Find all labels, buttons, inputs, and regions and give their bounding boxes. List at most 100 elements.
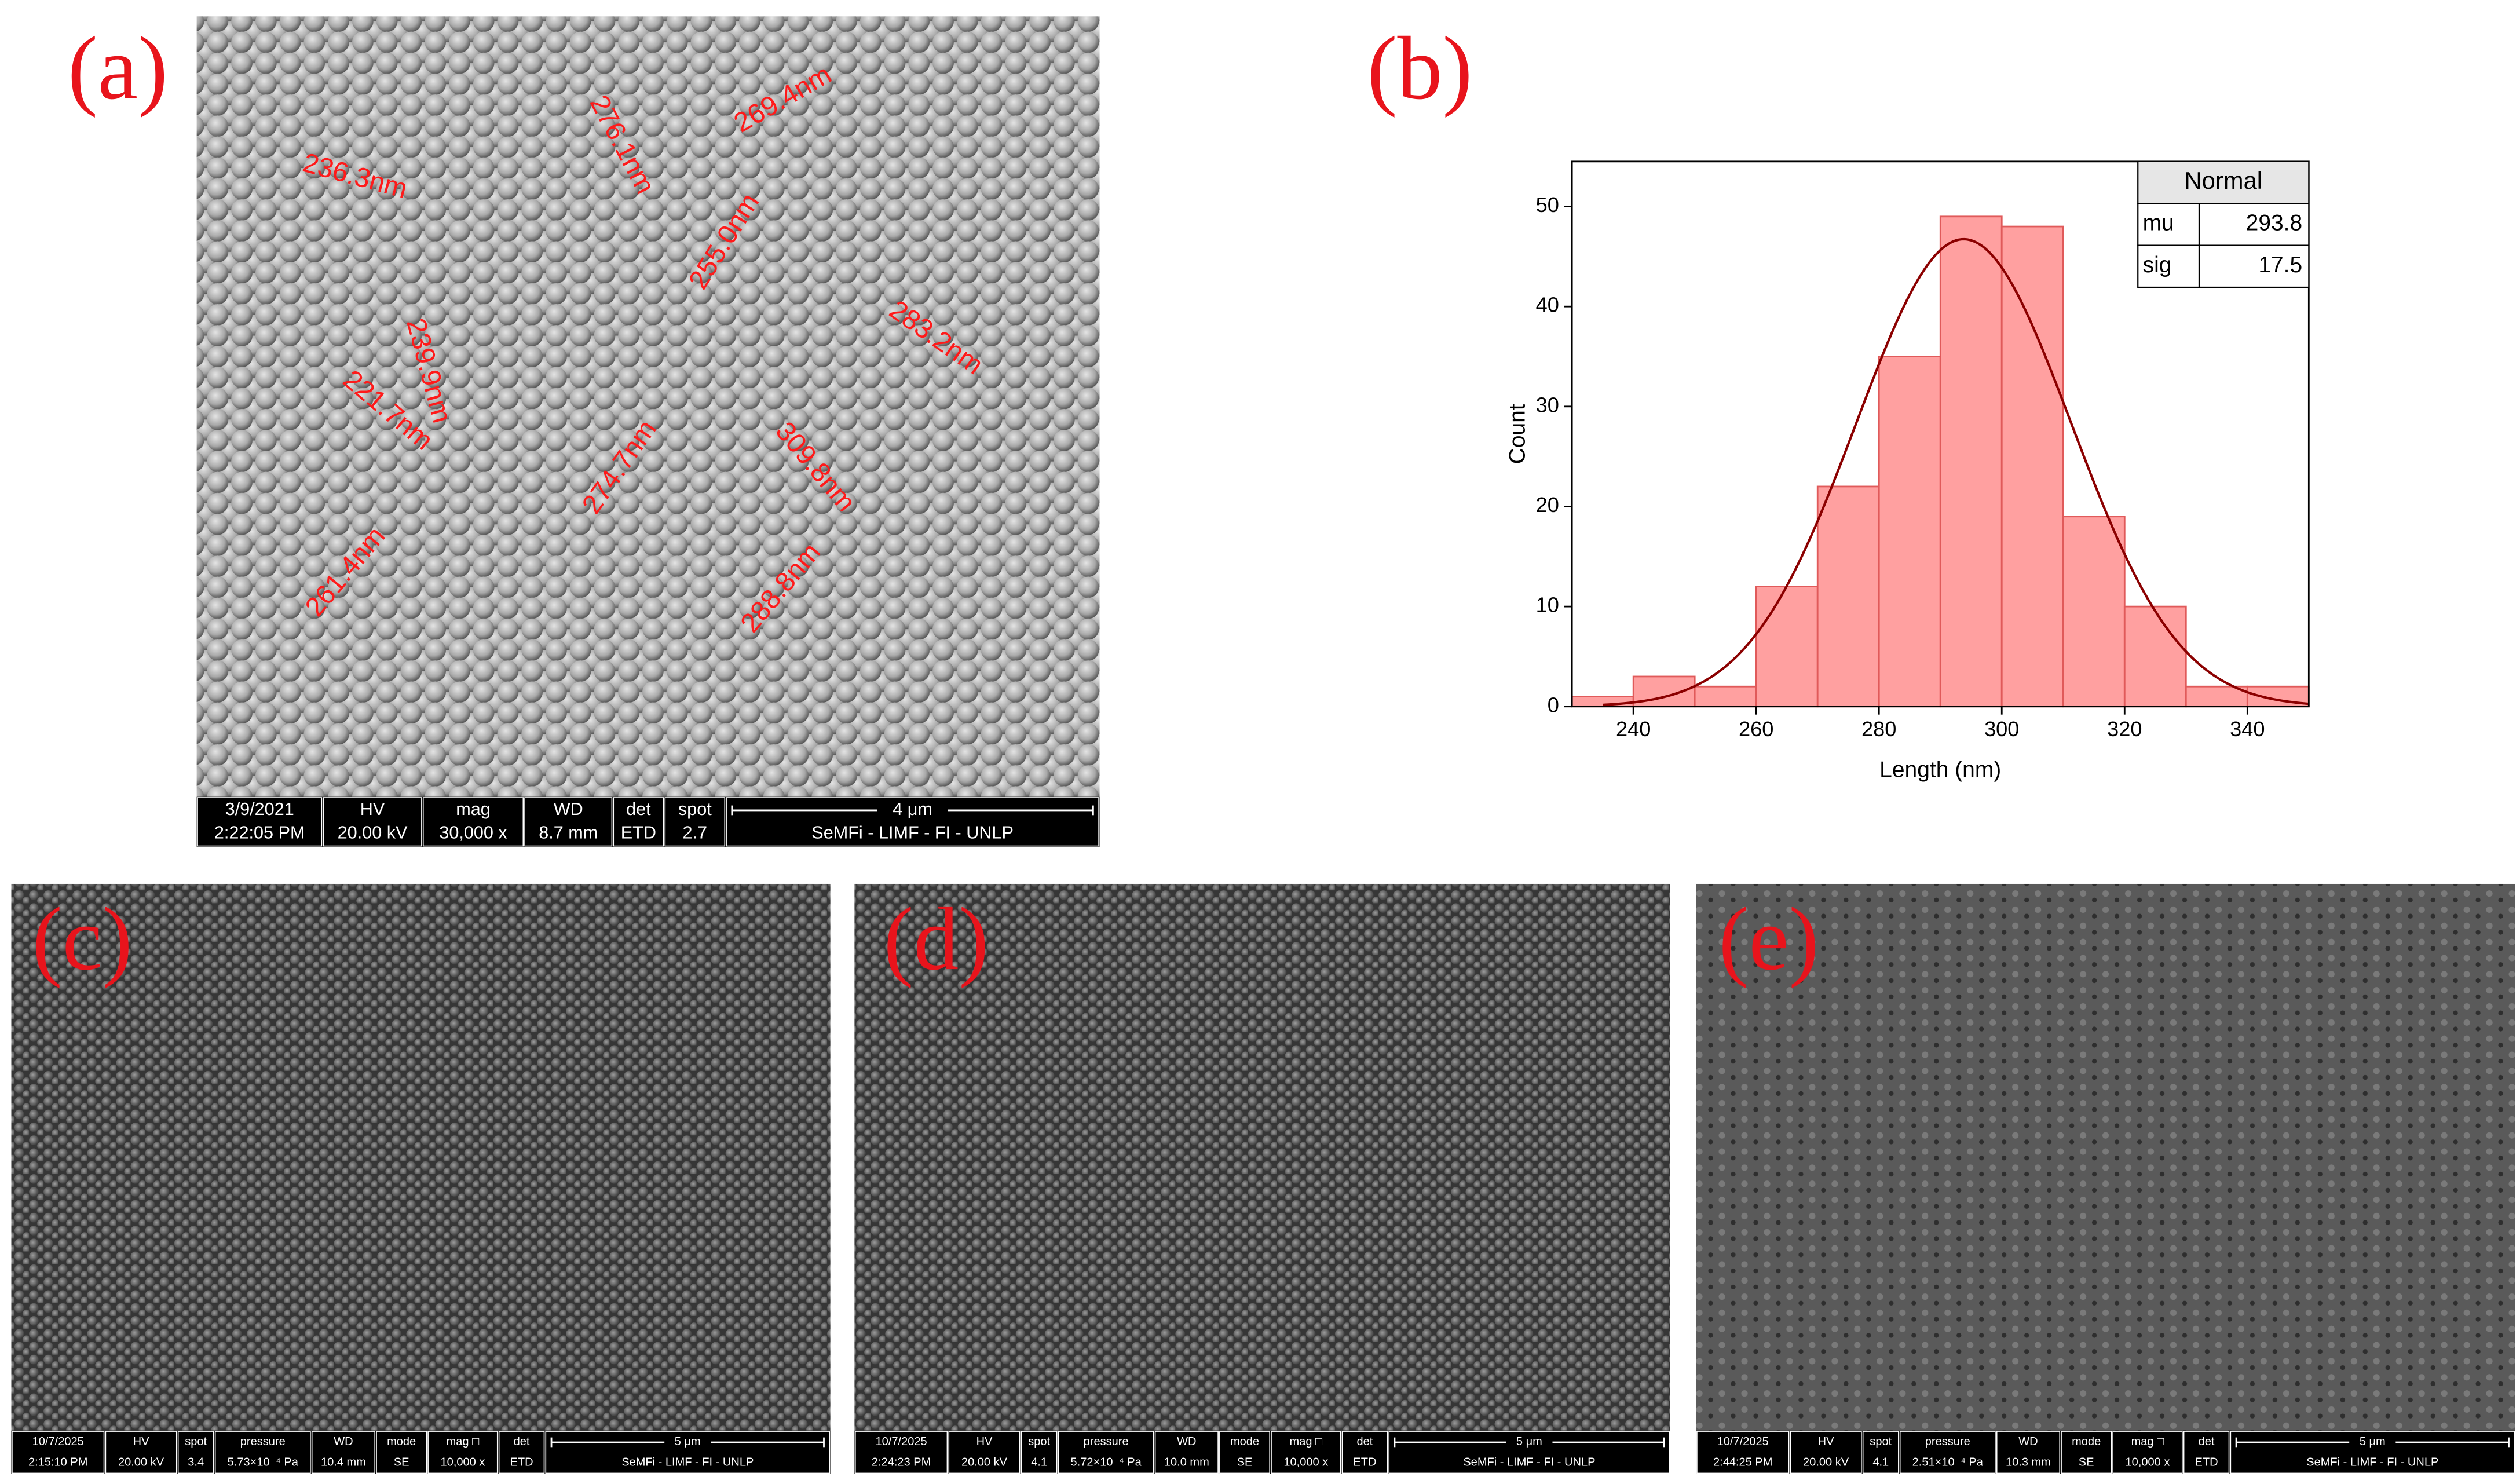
hist-bar [2000,225,2064,708]
info-key: mode [2072,1435,2101,1448]
info-cell [105,1431,177,1474]
info-value: 10,000 x [441,1456,485,1469]
info-cell [498,1431,545,1474]
x-tick-label: 240 [1616,717,1651,741]
info-cell [545,1431,831,1474]
scale-label: 4 μm [893,799,932,819]
info-cell [427,1431,498,1474]
info-value: 4.1 [1031,1456,1047,1469]
info-value: 2:22:05 PM [214,823,305,843]
y-tick-label: 0 [1548,693,1559,717]
scale-label: 5 μm [2360,1435,2386,1448]
info-key: HV [133,1435,149,1448]
info-cell [1388,1431,1670,1474]
info-value: ETD [621,823,656,843]
info-key: det [1357,1435,1373,1448]
fit-table-head [2137,160,2310,204]
info-cell [323,797,422,847]
hist-bar [1939,215,2003,708]
sem-image [854,883,1670,1431]
credit: SeMFi - LIMF - FI - UNLP [811,823,1014,843]
fit-table-cell [2198,244,2310,288]
fit-table-title: Normal [2185,167,2263,194]
info-key: spot [678,799,712,819]
fit-table-cell [2198,203,2310,246]
x-tick-label: 340 [2230,717,2265,741]
info-cell [197,797,323,847]
info-cell [376,1431,427,1474]
credit: SeMFi - LIMF - FI - UNLP [2306,1456,2438,1469]
hist-bar [1694,685,1757,708]
x-tick-label: 300 [1984,717,2019,741]
info-key: det [626,799,651,819]
info-key: det [2199,1435,2215,1448]
info-cell [2061,1431,2112,1474]
info-value: 5.73×10⁻⁴ Pa [228,1456,299,1469]
info-cell [1341,1431,1388,1474]
info-cell [177,1431,214,1474]
hist-bar [2185,685,2248,708]
info-value: 3.4 [188,1456,204,1469]
info-value: 10.4 mm [321,1456,366,1469]
info-cell [1219,1431,1271,1474]
panel-label: (e) [1718,889,1819,989]
fit-param: sig [2143,253,2172,277]
fit-curve [1603,237,2309,707]
info-cell [2112,1431,2183,1474]
info-key: 3/9/2021 [225,799,294,819]
info-key: 10/7/2025 [876,1435,927,1448]
y-tick-label: 30 [1536,393,1559,416]
info-value: 10.0 mm [1164,1456,1209,1469]
sem-image [1696,883,2515,1431]
info-key: spot [1870,1435,1892,1448]
info-value: SE [394,1456,409,1469]
info-cell [2230,1431,2515,1474]
x-tick-label: 260 [1739,717,1773,741]
info-cell [1862,1431,1899,1474]
info-value: ETD [510,1456,533,1469]
info-key: pressure [240,1435,286,1448]
info-cell [613,797,664,847]
scale-gap [877,799,948,821]
info-key: 10/7/2025 [32,1435,84,1448]
info-key: WD [2018,1435,2038,1448]
info-key: pressure [1084,1435,1129,1448]
hist-bar [1816,485,1880,708]
info-value: ETD [1353,1456,1376,1469]
scale-gap [2349,1435,2396,1449]
scale-gap [1506,1435,1553,1449]
info-value: 4.1 [1872,1456,1889,1469]
info-value: 8.7 mm [539,823,598,843]
info-cell [948,1431,1021,1474]
y-tick-label: 50 [1536,193,1559,217]
info-key: pressure [1925,1435,1970,1448]
info-key: mode [387,1435,416,1448]
credit: SeMFi - LIMF - FI - UNLP [1463,1456,1595,1469]
sem-image [11,883,831,1431]
hist-bar [2123,605,2187,708]
panel-label: (b) [1367,18,1473,118]
scale-label: 5 μm [1516,1435,1542,1448]
info-key: WD [554,799,583,819]
fit-value: 17.5 [2258,253,2302,277]
info-cell [12,1431,105,1474]
info-cell [1271,1431,1341,1474]
x-tick-label: 280 [1861,717,1896,741]
info-cell [1154,1431,1219,1474]
info-key: 10/7/2025 [1717,1435,1769,1448]
info-cell [1021,1431,1058,1474]
plot-frame [1571,160,2310,708]
info-cell [2183,1431,2230,1474]
info-cell [1899,1431,1996,1474]
info-value: 10,000 x [2126,1456,2170,1469]
info-key: HV [360,799,385,819]
info-key: mode [1230,1435,1259,1448]
info-value: 2:24:23 PM [872,1456,931,1469]
info-value: SE [1237,1456,1253,1469]
info-key: mag [456,799,491,819]
fit-table-cell [2137,244,2200,288]
y-tick-label: 40 [1536,293,1559,317]
panel-label: (a) [68,18,168,118]
info-key: det [514,1435,530,1448]
